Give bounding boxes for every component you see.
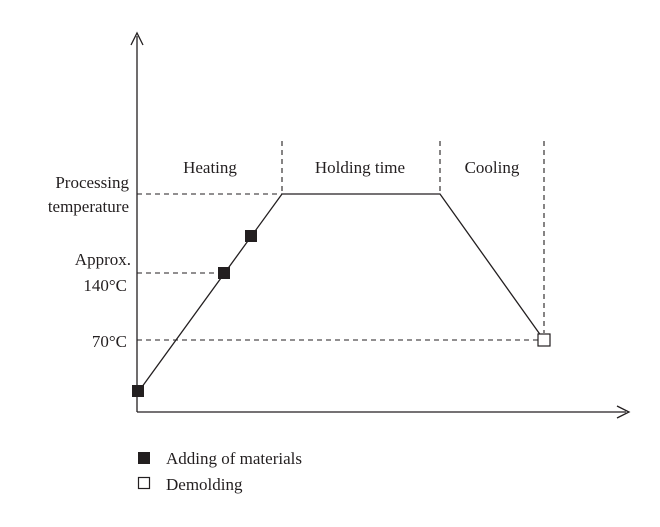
adding-marker-140: [218, 267, 230, 279]
phase-cooling-label: Cooling: [465, 158, 520, 177]
phase-holding-label: Holding time: [315, 158, 405, 177]
approx-label: Approx.: [75, 250, 131, 269]
legend-adding-label: Adding of materials: [166, 449, 302, 468]
guide-lines: [137, 141, 545, 341]
temperature-curve: [138, 193, 545, 392]
legend-filled-square-icon: [138, 452, 150, 464]
processing-temperature-label-line2: temperature: [48, 197, 129, 216]
x-axis-arrow-icon: [616, 405, 631, 419]
phase-heating-label: Heating: [183, 158, 237, 177]
axes: [130, 31, 631, 419]
legend: Adding of materials Demolding: [137, 449, 302, 494]
legend-open-square-icon: [137, 476, 151, 490]
adding-marker-upper: [245, 230, 257, 242]
demolding-marker: [537, 333, 551, 347]
seventy-degree-label: 70°C: [92, 332, 127, 351]
adding-marker-start: [132, 385, 144, 397]
markers: [132, 230, 551, 397]
approx-140-label: 140°C: [83, 276, 127, 295]
processing-temperature-label-line1: Processing: [55, 173, 129, 192]
y-axis-arrow-icon: [130, 31, 144, 46]
legend-demolding-label: Demolding: [166, 475, 243, 494]
